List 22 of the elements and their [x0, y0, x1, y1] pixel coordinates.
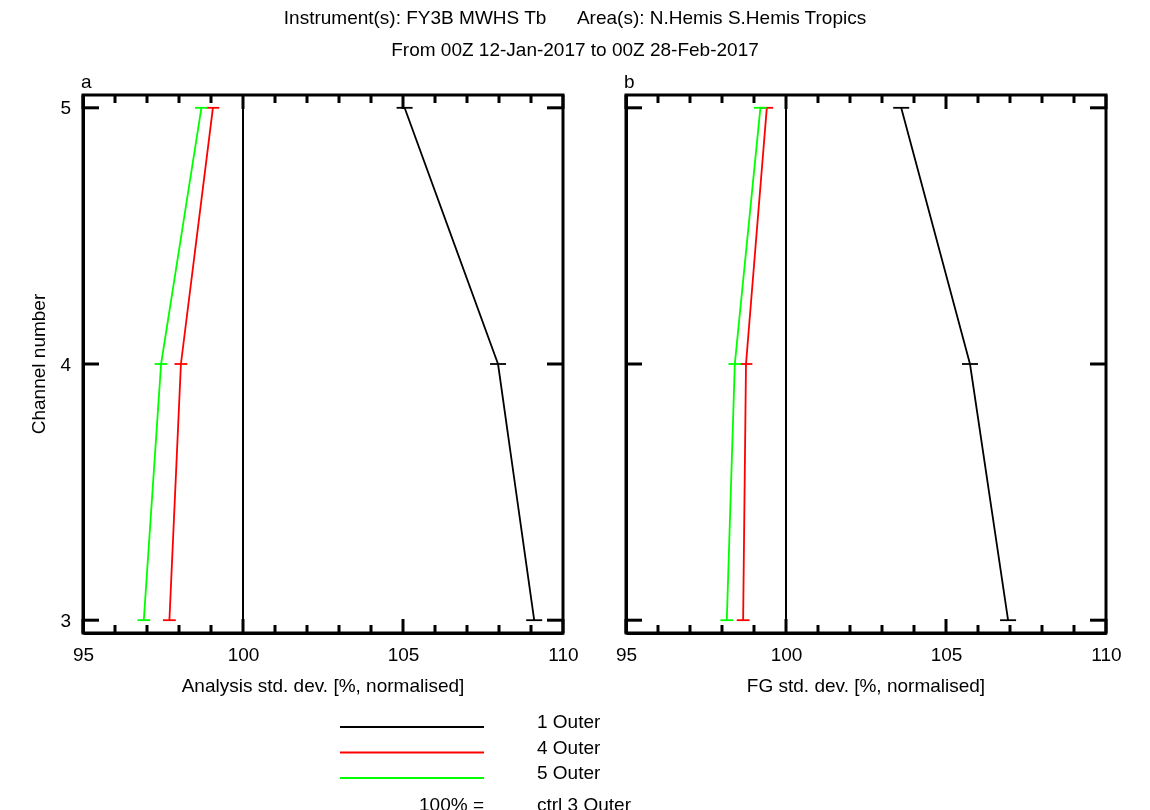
x-tick-label: 110	[548, 643, 579, 665]
y-tick-label: 5	[60, 97, 71, 119]
x-tick-label: 95	[72, 643, 95, 665]
x-tick-label: 110	[1091, 643, 1122, 665]
text: b	[624, 71, 635, 92]
x-tick-label: 100	[770, 643, 803, 665]
x-axis-title: Analysis std. dev. [%, normalised]	[181, 675, 465, 696]
y-tick-label: 3	[60, 609, 71, 631]
x-tick-label: 100	[227, 643, 260, 665]
x-tick-label: 105	[387, 643, 420, 665]
y-tick-label: 4	[60, 353, 72, 375]
text: 4 Outer	[537, 736, 602, 758]
y-axis-title: Channel number	[28, 293, 49, 435]
text: 100% = ctrl 3 Outer	[419, 793, 631, 810]
text: a	[81, 71, 92, 92]
x-tick-label: 95	[615, 643, 638, 665]
x-axis-title: FG std. dev. [%, normalised]	[746, 675, 986, 696]
text: 1 Outer	[537, 711, 602, 732]
text: 5 Outer	[537, 762, 602, 783]
chart-subtitle: From 00Z 12-Jan-2017 to 00Z 28-Feb-2017	[391, 39, 759, 60]
x-tick-label: 105	[930, 643, 963, 665]
chart-title: Instrument(s): FY3B MWHS Tb Area(s): N.Hemis S.Hemis Tropics	[283, 7, 867, 28]
